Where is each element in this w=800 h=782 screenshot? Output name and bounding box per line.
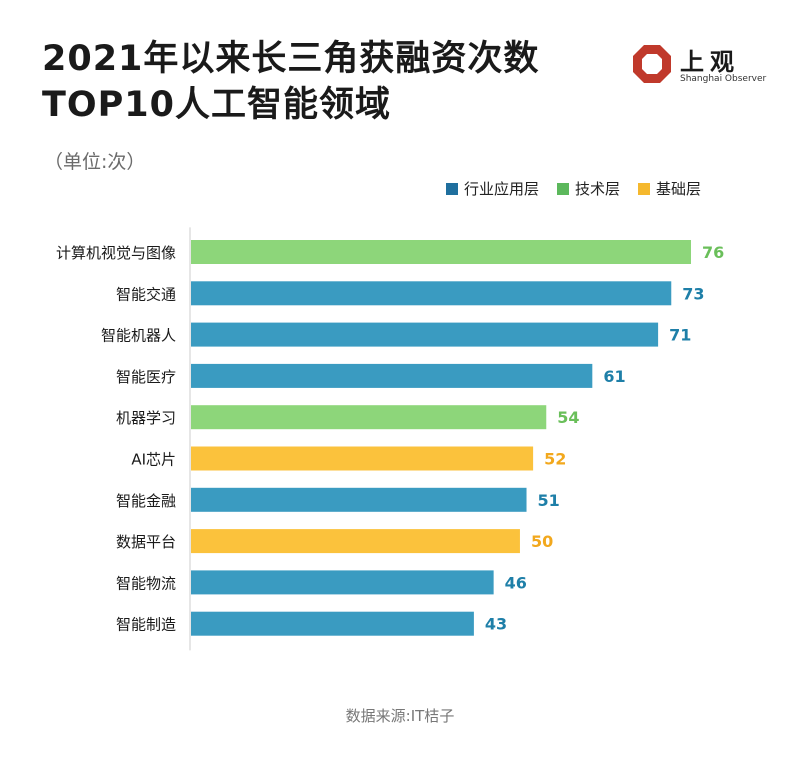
data-label: 76 xyxy=(702,243,724,262)
logo-name: 上观 xyxy=(680,47,740,76)
logo-subtitle: Shanghai Observer xyxy=(680,74,767,84)
category-label: 智能金融 xyxy=(116,492,176,510)
data-label: 71 xyxy=(669,326,691,345)
legend-label-base: 基础层 xyxy=(656,180,702,198)
legend-swatch-base xyxy=(638,182,651,195)
bar xyxy=(191,529,520,554)
chart-title: 2021年以来长三角获融资次数 TOP10人工智能领域 xyxy=(42,36,539,128)
bar xyxy=(191,487,527,512)
bar xyxy=(191,322,659,347)
bar xyxy=(191,611,474,636)
category-label: 智能医疗 xyxy=(116,368,176,386)
data-label: 50 xyxy=(531,532,553,551)
chart-title-line-1: 2021年以来长三角获融资次数 xyxy=(42,39,540,79)
category-label: 智能机器人 xyxy=(101,327,176,345)
data-source: 数据来源:IT桔子 xyxy=(345,707,455,725)
octagon-logo-icon xyxy=(633,45,671,83)
category-label: AI芯片 xyxy=(131,451,176,469)
bar xyxy=(191,240,691,264)
data-label: 52 xyxy=(544,450,566,469)
category-label: 智能物流 xyxy=(116,574,176,592)
data-label: 43 xyxy=(485,615,507,634)
category-label: 智能交通 xyxy=(116,285,176,303)
data-label: 54 xyxy=(557,408,579,427)
bar xyxy=(191,405,547,430)
data-label: 61 xyxy=(603,367,625,386)
shanghai-observer-logo: 上观 Shanghai Observer xyxy=(632,40,772,92)
legend-label-tech: 技术层 xyxy=(575,180,621,198)
logo-octagon-inner xyxy=(642,54,662,74)
legend-swatch-tech xyxy=(557,182,570,195)
legend-swatch-industry xyxy=(446,182,458,195)
bar xyxy=(191,281,672,306)
data-label: 46 xyxy=(505,573,527,592)
category-label: 计算机视觉与图像 xyxy=(56,244,176,262)
data-label: 73 xyxy=(682,284,704,303)
chart-legend: 行业应用层 技术层 基础层 xyxy=(446,178,701,199)
unit-label: （单位:次） xyxy=(44,151,146,173)
data-label: 51 xyxy=(538,491,560,510)
category-label: 数据平台 xyxy=(116,533,176,551)
legend-item-tech: 技术层 xyxy=(557,178,620,199)
bar xyxy=(191,446,534,471)
category-label: 智能制造 xyxy=(116,616,176,634)
bar xyxy=(191,570,494,595)
legend-item-industry: 行业应用层 xyxy=(446,178,539,199)
legend-label-industry: 行业应用层 xyxy=(464,180,540,198)
bar xyxy=(191,363,593,388)
legend-item-base: 基础层 xyxy=(638,178,701,199)
category-label: 机器学习 xyxy=(116,409,176,427)
chart-title-line-2: TOP10人工智能领域 xyxy=(42,85,391,125)
